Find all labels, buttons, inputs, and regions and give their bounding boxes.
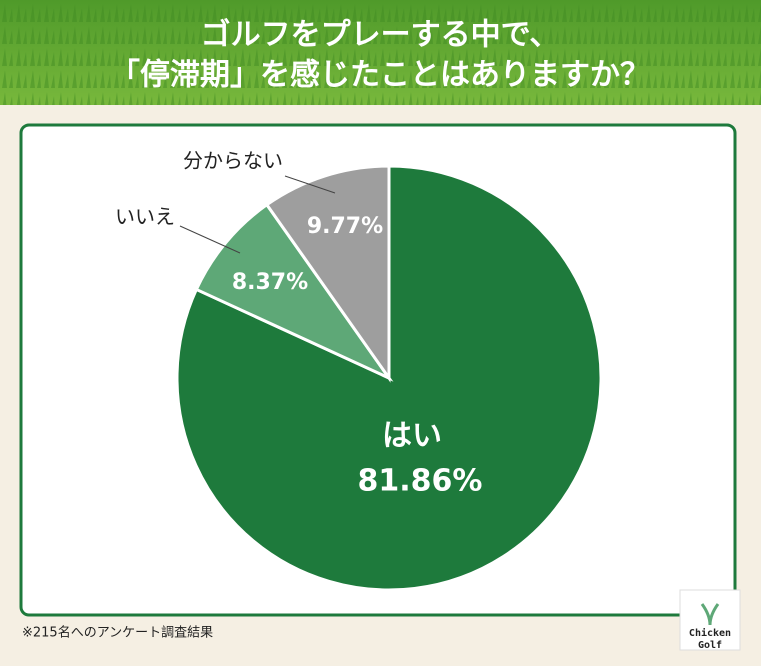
footnote: ※215名へのアンケート調査結果	[22, 625, 213, 641]
logo-text: Golf	[698, 640, 722, 651]
value-label: 81.86%	[358, 464, 483, 499]
leader-line	[284, 175, 336, 194]
leader-line	[179, 225, 241, 254]
category-label: 分からない	[183, 149, 283, 173]
pie-slice	[264, 164, 391, 383]
category-label: はい	[382, 419, 442, 454]
title-line: ゴルフをプレーする中で、	[201, 18, 560, 53]
logo-text: Chicken	[689, 627, 731, 639]
pie-slice	[194, 202, 394, 382]
title-line: 「停滞期」を感じたことはありますか？	[110, 58, 650, 93]
banner-texture	[0, 0, 761, 105]
value-label: 8.37%	[232, 270, 308, 295]
value-label: 9.77%	[307, 214, 383, 239]
logo-icon	[700, 603, 720, 626]
category-label: いいえ	[115, 205, 175, 229]
